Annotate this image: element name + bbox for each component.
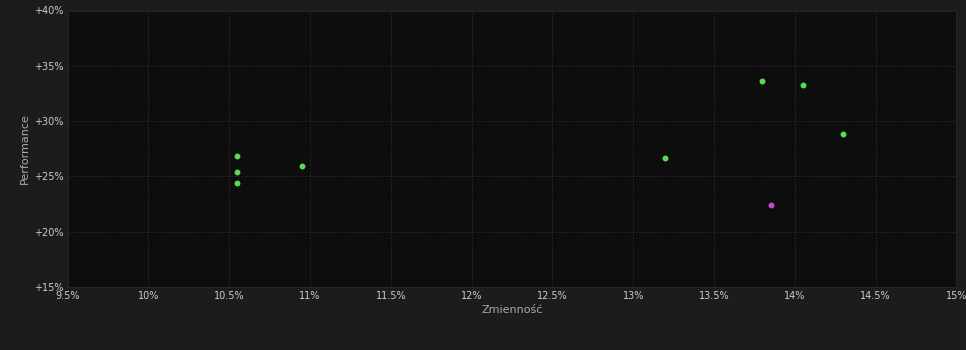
Point — [230, 154, 245, 159]
Y-axis label: Performance: Performance — [19, 113, 30, 184]
Point — [763, 202, 779, 208]
Point — [836, 132, 851, 137]
Point — [230, 180, 245, 186]
Point — [658, 155, 673, 160]
Point — [230, 169, 245, 175]
Point — [295, 164, 310, 169]
Point — [795, 82, 810, 88]
Point — [754, 78, 770, 84]
X-axis label: Zmienność: Zmienność — [481, 305, 543, 315]
